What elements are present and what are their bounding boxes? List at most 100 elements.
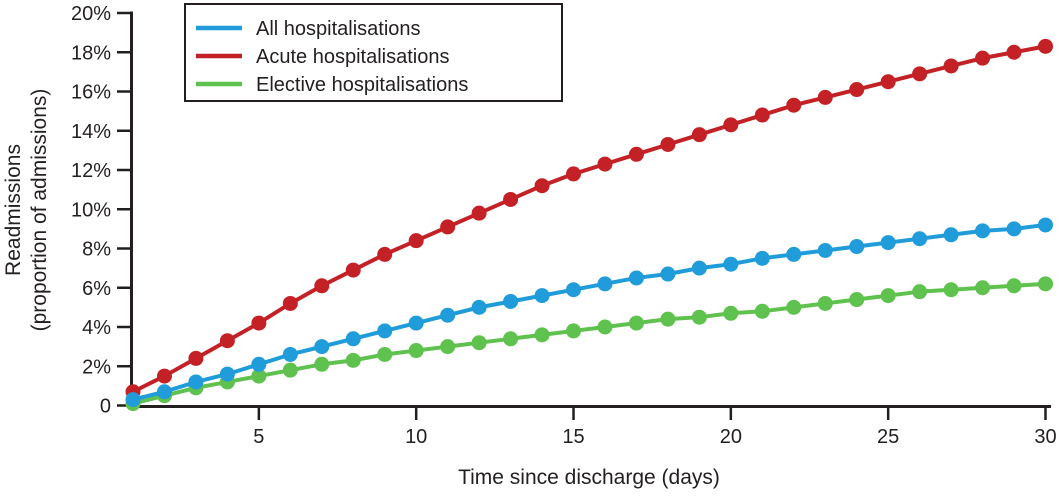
data-point-acute [754, 107, 770, 123]
data-point-elective [471, 335, 487, 351]
data-point-elective [282, 362, 298, 378]
legend-label: Acute hospitalisations [256, 46, 449, 68]
data-point-elective [691, 309, 707, 325]
y-tick-label: 6% [82, 278, 111, 300]
data-point-elective [534, 327, 550, 343]
data-point-all [975, 223, 991, 239]
data-point-all [597, 276, 613, 292]
y-axis-title-line-2: (proportion of admissions) [28, 89, 51, 332]
data-point-all [377, 323, 393, 339]
data-point-elective [1006, 278, 1022, 294]
legend-item-all: All hospitalisations [196, 18, 421, 40]
data-point-acute [628, 146, 644, 162]
y-tick-label: 12% [71, 160, 111, 182]
axes [130, 11, 1051, 408]
y-tick-label: 20% [71, 3, 111, 25]
data-point-acute [723, 117, 739, 133]
data-point-elective [345, 352, 361, 368]
data-point-elective [377, 346, 393, 362]
data-point-acute [408, 233, 424, 249]
y-tick-label: 10% [71, 199, 111, 221]
data-point-all [440, 307, 456, 323]
legend-label: Elective hospitalisations [256, 74, 468, 96]
data-point-acute [817, 89, 833, 105]
data-point-all [503, 293, 519, 309]
data-point-elective [817, 295, 833, 311]
data-point-acute [880, 74, 896, 90]
series-acute [125, 38, 1053, 400]
data-point-elective [723, 305, 739, 321]
x-axis-title: Time since discharge (days) [458, 466, 720, 489]
data-point-acute [943, 58, 959, 74]
data-point-all [660, 266, 676, 282]
data-point-all [566, 282, 582, 298]
data-point-elective [251, 368, 267, 384]
data-point-all [156, 384, 172, 400]
x-tick-label: 15 [562, 426, 584, 448]
data-point-all [754, 250, 770, 266]
data-point-elective [1038, 276, 1053, 292]
data-point-elective [975, 280, 991, 296]
data-point-acute [440, 219, 456, 235]
x-tick-label: 30 [1034, 426, 1056, 448]
data-point-all [880, 235, 896, 251]
data-point-elective [786, 299, 802, 315]
data-point-elective [912, 284, 928, 300]
y-tick-label: 14% [71, 121, 111, 143]
x-tick-label: 25 [877, 426, 899, 448]
data-point-acute [503, 191, 519, 207]
series-group [125, 38, 1053, 412]
data-point-acute [534, 178, 550, 194]
series-elective [125, 276, 1053, 412]
data-point-elective [566, 323, 582, 339]
x-tick-label: 5 [253, 426, 264, 448]
data-point-elective [943, 282, 959, 298]
data-point-acute [219, 333, 235, 349]
legend: All hospitalisations Acute hospitalisatio… [184, 3, 563, 102]
data-point-all [1006, 221, 1022, 237]
data-point-all [314, 339, 330, 355]
data-point-elective [849, 292, 865, 308]
data-point-acute [188, 350, 204, 366]
data-point-acute [975, 50, 991, 66]
data-point-acute [1006, 44, 1022, 60]
data-point-acute [660, 136, 676, 152]
x-axis-ticks: 5 10 15 20 25 30 [253, 407, 1057, 448]
data-point-all [912, 231, 928, 247]
data-point-all [345, 331, 361, 347]
data-point-acute [786, 97, 802, 113]
data-point-acute [1038, 38, 1053, 54]
data-point-elective [628, 315, 644, 331]
data-point-acute [377, 246, 393, 262]
data-point-acute [156, 368, 172, 384]
legend-label: All hospitalisations [256, 18, 421, 40]
data-point-acute [597, 156, 613, 172]
data-point-all [251, 356, 267, 372]
data-point-all [943, 227, 959, 243]
data-point-acute [314, 278, 330, 294]
y-axis-title-line-1: Readmissions [2, 144, 25, 276]
data-point-acute [282, 295, 298, 311]
data-point-all [534, 288, 550, 304]
legend-item-elective: Elective hospitalisations [196, 74, 468, 96]
legend-box [184, 3, 563, 102]
data-point-elective [503, 331, 519, 347]
legend-item-acute: Acute hospitalisations [196, 46, 449, 68]
data-point-acute [471, 205, 487, 221]
y-tick-label: 8% [82, 239, 111, 261]
data-point-all [471, 299, 487, 315]
data-point-acute [251, 315, 267, 331]
data-point-all [691, 260, 707, 276]
data-point-all [786, 246, 802, 262]
series-elective-line [131, 281, 1048, 406]
y-axis-ticks: 0 2% 4% 6% 8% 10% 12% 14% 16% 18% 20% [71, 3, 131, 418]
data-point-acute [691, 127, 707, 143]
y-tick-label: 16% [71, 82, 111, 104]
data-point-all [849, 239, 865, 255]
x-tick-label: 20 [720, 426, 742, 448]
data-point-elective [754, 303, 770, 319]
data-point-all [1038, 217, 1053, 233]
data-point-elective [408, 343, 424, 359]
